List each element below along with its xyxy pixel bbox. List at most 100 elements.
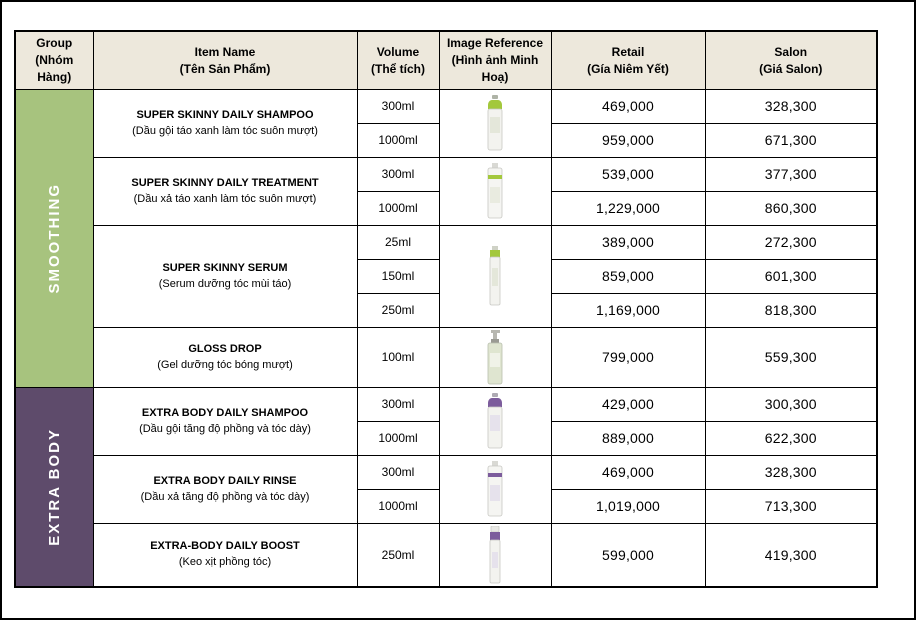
retail-price: 469,000: [550, 88, 706, 124]
item-cell: SUPER SKINNY SERUM (Serum dưỡng tóc mùi …: [92, 224, 358, 328]
salon-price: 419,300: [704, 522, 878, 588]
col-header-image: Image Reference (Hình ảnh Minh Hoạ): [438, 30, 552, 90]
retail-price: 1,169,000: [550, 292, 706, 328]
item-subtitle: (Dầu xả táo xanh làm tóc suôn mượt): [133, 192, 317, 205]
col-header-group-en: Group: [36, 36, 73, 51]
col-header-salon-en: Salon: [774, 44, 808, 59]
salon-price: 328,300: [704, 88, 878, 124]
item-cell: EXTRA BODY DAILY SHAMPOO (Dầu gội tăng đ…: [92, 386, 358, 456]
product-image-cell: [438, 156, 552, 226]
table-row: 1000ml 1,019,000 713,300: [15, 488, 878, 524]
item-cell: SUPER SKINNY DAILY SHAMPOO (Dầu gội táo …: [92, 88, 358, 158]
volume-cell: 250ml: [356, 522, 440, 588]
group-label-smoothing: SMOOTHING: [45, 182, 63, 294]
item-subtitle: (Dầu xả tăng độ phồng và tóc dày): [140, 490, 310, 503]
green-cap-shampoo-bottle-icon: [487, 95, 503, 151]
col-header-group-vi: (Nhóm Hàng): [35, 53, 74, 85]
white-bottle-green-band-icon: [487, 163, 503, 219]
item-name: SUPER SKINNY DAILY SHAMPOO: [136, 108, 314, 121]
product-image-cell: [438, 386, 552, 456]
table-row: 1000ml 1,229,000 860,300: [15, 190, 878, 226]
table-row: EXTRA BODY EXTRA BODY DAILY SHAMPOO (Dầu…: [14, 386, 878, 588]
table-row: 1000ml 889,000 622,300: [15, 420, 878, 456]
salon-price: 671,300: [704, 122, 878, 158]
volume-cell: 1000ml: [356, 122, 440, 158]
col-header-salon: Salon (Giá Salon): [704, 30, 878, 90]
item-name: EXTRA BODY DAILY RINSE: [153, 474, 297, 487]
retail-price: 1,229,000: [550, 190, 706, 226]
item-cell: GLOSS DROP (Gel dưỡng tóc bóng mượt): [92, 326, 358, 388]
item-subtitle: (Gel dưỡng tóc bóng mượt): [157, 358, 293, 371]
item-subtitle: (Serum dưỡng tóc mùi táo): [158, 277, 292, 290]
salon-price: 713,300: [704, 488, 878, 524]
retail-price: 799,000: [550, 326, 706, 388]
item-cell: SUPER SKINNY DAILY TREATMENT (Dầu xả táo…: [92, 156, 358, 226]
salon-price: 601,300: [704, 258, 878, 294]
col-header-item-name-en: Item Name: [194, 44, 256, 59]
col-header-retail-vi: (Gía Niêm Yết): [587, 61, 669, 76]
purple-cap-shampoo-bottle-icon: [487, 393, 503, 449]
volume-cell: 150ml: [356, 258, 440, 294]
volume-cell: 300ml: [356, 88, 440, 124]
col-header-volume-en: Volume: [376, 44, 420, 59]
table-row: GLOSS DROP (Gel dưỡng tóc bóng mượt) 100…: [15, 326, 878, 388]
group-label-extra-body: EXTRA BODY: [45, 427, 63, 546]
volume-cell: 300ml: [356, 386, 440, 422]
table-row: SMOOTHING SUPER SKINNY DAILY SHAMPOO (Dầ…: [14, 88, 878, 388]
table-row: 1000ml 959,000 671,300: [15, 122, 878, 158]
table-row: 150ml 859,000 601,300: [15, 258, 878, 294]
retail-price: 959,000: [550, 122, 706, 158]
item-name: SUPER SKINNY SERUM: [162, 261, 288, 274]
price-table: Group (Nhóm Hàng) Item Name (Tên Sản Phẩ…: [14, 30, 878, 588]
volume-cell: 300ml: [356, 156, 440, 192]
volume-cell: 25ml: [356, 224, 440, 260]
table-row: EXTRA BODY DAILY RINSE (Dầu xả tăng độ p…: [15, 454, 878, 524]
product-image-cell: [438, 454, 552, 524]
item-cell: EXTRA-BODY DAILY BOOST (Keo xịt phồng tó…: [92, 522, 358, 588]
item-name: SUPER SKINNY DAILY TREATMENT: [131, 176, 319, 189]
volume-cell: 1000ml: [356, 488, 440, 524]
salon-price: 300,300: [704, 386, 878, 422]
retail-price: 429,000: [550, 386, 706, 422]
retail-price: 599,000: [550, 522, 706, 588]
item-subtitle: (Keo xịt phồng tóc): [178, 556, 272, 569]
volume-cell: 250ml: [356, 292, 440, 328]
item-name: EXTRA-BODY DAILY BOOST: [150, 540, 300, 553]
item-name: EXTRA BODY DAILY SHAMPOO: [141, 406, 309, 419]
table-row: SUPER SKINNY DAILY TREATMENT (Dầu xả táo…: [15, 156, 878, 226]
volume-cell: 1000ml: [356, 420, 440, 456]
retail-price: 469,000: [550, 454, 706, 490]
item-subtitle: (Dầu gội tăng độ phồng và tóc dày): [139, 422, 311, 435]
product-image-cell: [438, 522, 552, 588]
table-row: SUPER SKINNY SERUM (Serum dưỡng tóc mùi …: [15, 224, 878, 328]
product-image-cell: [438, 88, 552, 158]
white-bottle-purple-band-icon: [487, 461, 503, 517]
volume-cell: 300ml: [356, 454, 440, 490]
header-row: Group (Nhóm Hàng) Item Name (Tên Sản Phẩ…: [14, 30, 878, 90]
retail-price: 389,000: [550, 224, 706, 260]
item-name: GLOSS DROP: [188, 342, 262, 355]
col-header-image-vi: (Hình ảnh Minh Hoạ): [451, 53, 539, 85]
slim-serum-bottle-green-icon: [489, 246, 501, 306]
retail-price: 1,019,000: [550, 488, 706, 524]
volume-cell: 1000ml: [356, 190, 440, 226]
salon-price: 377,300: [704, 156, 878, 192]
item-subtitle: (Dầu gội táo xanh làm tóc suôn mượt): [132, 124, 318, 137]
col-header-group: Group (Nhóm Hàng): [14, 30, 94, 90]
salon-price: 328,300: [704, 454, 878, 490]
product-image-cell: [438, 326, 552, 388]
spray-bottle-purple-icon: [489, 525, 501, 584]
pump-bottle-green-icon: [487, 330, 503, 385]
table-row: EXTRA-BODY DAILY BOOST (Keo xịt phồng tó…: [15, 522, 878, 588]
retail-price: 539,000: [550, 156, 706, 192]
col-header-retail: Retail (Gía Niêm Yết): [550, 30, 706, 90]
col-header-retail-en: Retail: [611, 44, 645, 59]
retail-price: 859,000: [550, 258, 706, 294]
salon-price: 559,300: [704, 326, 878, 388]
col-header-salon-vi: (Giá Salon): [759, 61, 823, 76]
col-header-image-en: Image Reference: [446, 36, 544, 51]
col-header-item-name-vi: (Tên Sản Phẩm): [179, 61, 271, 76]
volume-cell: 100ml: [356, 326, 440, 388]
salon-price: 818,300: [704, 292, 878, 328]
